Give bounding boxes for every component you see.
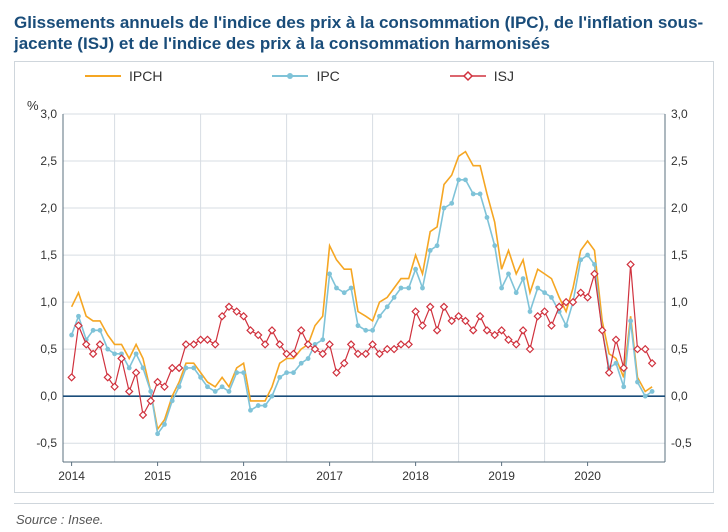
svg-text:0,0: 0,0 bbox=[40, 389, 57, 403]
svg-text:3,0: 3,0 bbox=[40, 107, 57, 121]
svg-text:2016: 2016 bbox=[230, 469, 257, 483]
svg-text:0,5: 0,5 bbox=[40, 342, 57, 356]
svg-text:1,0: 1,0 bbox=[40, 295, 57, 309]
chart-title: Glissements annuels de l'indice des prix… bbox=[14, 12, 714, 55]
svg-text:1,5: 1,5 bbox=[40, 248, 57, 262]
svg-text:2018: 2018 bbox=[402, 469, 429, 483]
source-text: Source : Insee. bbox=[14, 503, 714, 527]
chart-card: IPCH IPC ISJ % -0,5 -0,5 0,0 0,0 0,5 0,5 1,0 1,… bbox=[14, 61, 714, 493]
y-unit-label: % bbox=[27, 98, 39, 113]
chart-svg: -0,5 -0,5 0,0 0,0 0,5 0,5 1,0 1,0 1,5 1,5 2,0 2,0 2,… bbox=[15, 62, 713, 492]
svg-text:2,5: 2,5 bbox=[40, 154, 57, 168]
svg-text:2,0: 2,0 bbox=[671, 201, 688, 215]
svg-text:2019: 2019 bbox=[488, 469, 515, 483]
svg-text:-0,5: -0,5 bbox=[36, 436, 57, 450]
svg-text:2015: 2015 bbox=[144, 469, 171, 483]
svg-text:1,5: 1,5 bbox=[671, 248, 688, 262]
svg-text:2,0: 2,0 bbox=[40, 201, 57, 215]
svg-text:2014: 2014 bbox=[58, 469, 85, 483]
svg-text:-0,5: -0,5 bbox=[671, 436, 692, 450]
svg-text:2017: 2017 bbox=[316, 469, 343, 483]
legend-ipch-label: IPCH bbox=[129, 68, 162, 84]
legend-ipch: IPCH bbox=[85, 68, 162, 84]
legend: IPCH IPC ISJ bbox=[85, 68, 514, 84]
svg-text:0,0: 0,0 bbox=[671, 389, 688, 403]
svg-text:3,0: 3,0 bbox=[671, 107, 688, 121]
svg-text:2,5: 2,5 bbox=[671, 154, 688, 168]
svg-text:2020: 2020 bbox=[574, 469, 601, 483]
svg-text:1,0: 1,0 bbox=[671, 295, 688, 309]
svg-text:0,5: 0,5 bbox=[671, 342, 688, 356]
legend-isj-label: ISJ bbox=[494, 68, 514, 84]
legend-isj: ISJ bbox=[450, 68, 514, 84]
legend-ipc: IPC bbox=[272, 68, 339, 84]
legend-ipc-label: IPC bbox=[316, 68, 339, 84]
